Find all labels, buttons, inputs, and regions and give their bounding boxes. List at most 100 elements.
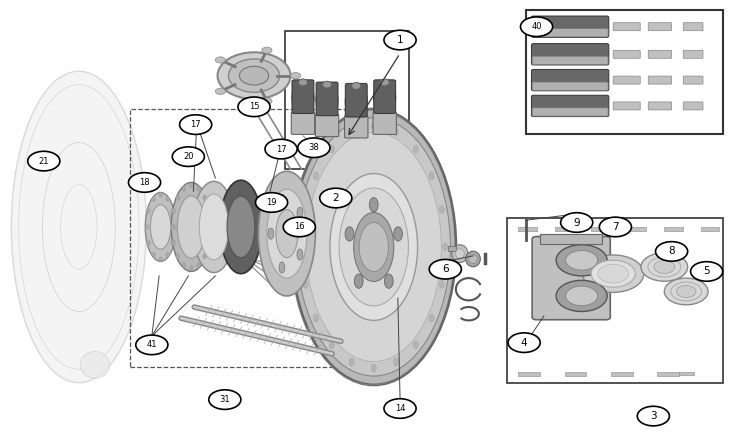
Ellipse shape — [258, 171, 315, 296]
Ellipse shape — [374, 79, 396, 117]
Ellipse shape — [307, 139, 323, 153]
FancyBboxPatch shape — [648, 50, 672, 58]
Ellipse shape — [227, 196, 255, 258]
Circle shape — [172, 147, 204, 166]
Text: 21: 21 — [39, 157, 49, 166]
Circle shape — [429, 259, 461, 279]
Circle shape — [215, 88, 226, 94]
Circle shape — [566, 251, 598, 270]
FancyBboxPatch shape — [683, 76, 703, 84]
FancyBboxPatch shape — [683, 102, 703, 110]
Ellipse shape — [203, 195, 207, 200]
Ellipse shape — [345, 227, 354, 241]
FancyBboxPatch shape — [532, 56, 608, 65]
Circle shape — [676, 286, 696, 297]
Ellipse shape — [303, 206, 308, 214]
FancyBboxPatch shape — [532, 108, 608, 116]
FancyBboxPatch shape — [613, 76, 640, 84]
Circle shape — [561, 213, 593, 232]
Ellipse shape — [207, 208, 211, 214]
Bar — [130, 109, 345, 367]
FancyBboxPatch shape — [531, 69, 609, 91]
Ellipse shape — [267, 189, 307, 278]
Ellipse shape — [199, 194, 228, 260]
Ellipse shape — [323, 81, 331, 88]
Ellipse shape — [293, 106, 312, 134]
Bar — [518, 227, 537, 231]
Ellipse shape — [297, 249, 303, 260]
FancyBboxPatch shape — [315, 114, 339, 137]
FancyBboxPatch shape — [291, 112, 315, 134]
Ellipse shape — [393, 358, 399, 366]
FancyBboxPatch shape — [648, 23, 672, 31]
Bar — [285, 31, 409, 169]
Circle shape — [28, 151, 60, 171]
Circle shape — [520, 17, 553, 36]
Ellipse shape — [429, 172, 434, 180]
FancyBboxPatch shape — [532, 237, 610, 320]
Ellipse shape — [339, 188, 409, 306]
Ellipse shape — [279, 262, 285, 273]
Circle shape — [637, 406, 669, 426]
FancyBboxPatch shape — [613, 102, 640, 110]
FancyBboxPatch shape — [648, 102, 672, 110]
FancyBboxPatch shape — [531, 44, 609, 65]
FancyBboxPatch shape — [683, 50, 703, 58]
Ellipse shape — [177, 196, 205, 258]
Ellipse shape — [456, 249, 464, 259]
Circle shape — [215, 57, 226, 63]
Bar — [35, 160, 57, 165]
Ellipse shape — [369, 198, 378, 212]
Bar — [664, 227, 683, 231]
FancyBboxPatch shape — [648, 76, 672, 84]
Ellipse shape — [318, 109, 337, 136]
Circle shape — [298, 138, 330, 158]
Text: 15: 15 — [249, 102, 259, 111]
Ellipse shape — [276, 210, 298, 258]
Ellipse shape — [279, 194, 285, 205]
Ellipse shape — [442, 243, 448, 251]
Bar — [657, 372, 679, 376]
Ellipse shape — [171, 224, 174, 230]
Bar — [679, 372, 694, 375]
FancyBboxPatch shape — [531, 95, 609, 117]
Ellipse shape — [393, 227, 402, 241]
Ellipse shape — [469, 255, 477, 263]
Ellipse shape — [172, 240, 175, 246]
Ellipse shape — [176, 254, 180, 259]
Circle shape — [566, 286, 598, 306]
FancyBboxPatch shape — [532, 28, 608, 37]
Bar — [564, 372, 586, 376]
Ellipse shape — [80, 352, 110, 378]
Ellipse shape — [207, 240, 211, 246]
Ellipse shape — [171, 209, 174, 213]
Bar — [448, 246, 456, 251]
Ellipse shape — [352, 83, 361, 89]
Ellipse shape — [345, 83, 367, 120]
Ellipse shape — [176, 195, 180, 200]
FancyBboxPatch shape — [613, 23, 640, 31]
Circle shape — [209, 390, 241, 409]
FancyBboxPatch shape — [532, 82, 608, 90]
Text: 41: 41 — [147, 340, 157, 349]
Ellipse shape — [152, 197, 155, 202]
Ellipse shape — [190, 266, 193, 271]
Circle shape — [255, 193, 288, 212]
Circle shape — [291, 73, 301, 79]
Ellipse shape — [310, 142, 320, 150]
Text: 17: 17 — [191, 120, 201, 129]
Ellipse shape — [466, 251, 480, 267]
Ellipse shape — [218, 53, 291, 99]
Text: 5: 5 — [703, 267, 710, 276]
Ellipse shape — [172, 182, 212, 271]
Ellipse shape — [313, 314, 318, 322]
Ellipse shape — [196, 186, 200, 191]
Ellipse shape — [152, 252, 155, 257]
Ellipse shape — [193, 182, 235, 272]
Ellipse shape — [349, 128, 354, 136]
Circle shape — [508, 333, 540, 352]
FancyBboxPatch shape — [531, 16, 609, 37]
Circle shape — [384, 30, 416, 50]
Bar — [555, 227, 573, 231]
Circle shape — [320, 188, 352, 208]
